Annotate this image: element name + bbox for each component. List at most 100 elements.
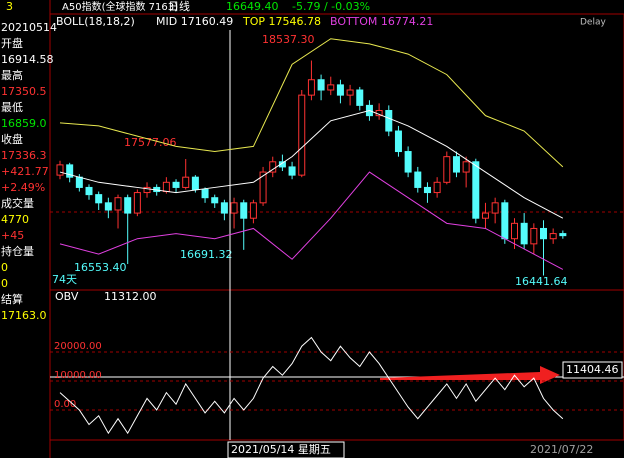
candle-body	[66, 164, 74, 178]
candle-body	[414, 171, 422, 188]
candle-body	[385, 110, 393, 132]
candle-body	[288, 166, 296, 176]
arrow	[380, 366, 560, 384]
candle-body	[404, 151, 412, 173]
low-label: 16691.32	[180, 248, 233, 261]
candle-body	[472, 161, 480, 219]
sidebar-item: 16914.58	[1, 53, 54, 66]
sidebar-item: 收盘	[1, 132, 23, 146]
sidebar-item: 0	[1, 261, 8, 274]
indicator-bottom: BOTTOM 16774.21	[330, 15, 433, 28]
candle-body	[124, 197, 132, 214]
indicator-top: TOP 17546.78	[242, 15, 321, 28]
y-tick-label: 20000.00	[54, 341, 102, 352]
candle-body	[433, 181, 441, 194]
toolbar-symbol[interactable]: A50指数(全球指数 7163)	[62, 0, 178, 13]
candle-body	[133, 192, 141, 214]
toolbar-index[interactable]: 3	[6, 0, 13, 13]
candle-body	[540, 227, 547, 240]
y-tick-label: 10000.00	[54, 370, 102, 381]
sidebar-item: +2.49%	[1, 181, 45, 194]
marker-box	[562, 361, 623, 379]
sidebar-item: 16859.0	[1, 117, 47, 130]
candle-body	[259, 171, 267, 204]
candle-body	[481, 212, 489, 219]
delay-label: Delay	[580, 18, 606, 28]
candle-body	[220, 202, 228, 214]
candle-body	[452, 156, 460, 173]
sidebar-item: 17350.5	[1, 85, 47, 98]
candle-body	[56, 164, 64, 176]
obv-marker: 11404.46	[566, 363, 619, 376]
candle-body	[559, 233, 567, 237]
candle-body	[298, 94, 306, 176]
sidebar-item: 4770	[1, 213, 29, 226]
candle-body	[317, 79, 325, 91]
candle-body	[501, 202, 509, 240]
low-label: 16441.64	[515, 275, 568, 288]
end-date: 2021/07/22	[530, 443, 593, 456]
sidebar-item: 结算	[1, 292, 23, 306]
candle-body	[394, 130, 402, 153]
toolbar-change: -5.79 / -0.03%	[292, 0, 370, 13]
low-label: 16553.40	[74, 261, 127, 274]
high-label: 18537.30	[262, 33, 315, 46]
candle-body	[530, 227, 538, 245]
candle-body	[114, 197, 122, 211]
y-tick-label: 0.00	[54, 399, 76, 410]
sidebar-item: 最低	[1, 101, 23, 114]
local-high-label: 17577.06	[124, 136, 177, 149]
candle-body	[336, 84, 344, 96]
candle-body	[191, 176, 199, 190]
candle-body	[143, 186, 151, 194]
indicator-mid: MID 17160.49	[156, 15, 233, 28]
sidebar-item: 最高	[1, 68, 23, 82]
sidebar-item: 开盘	[1, 36, 23, 50]
sidebar-item: 成交量	[1, 196, 34, 210]
toolbar-period[interactable]: 日线	[168, 0, 190, 13]
candle-body	[423, 186, 431, 194]
candle-body	[104, 202, 112, 211]
indicator-name[interactable]: BOLL(18,18,2)	[56, 15, 135, 28]
candle-body	[327, 84, 335, 91]
cursor-date: 2021/05/14 星期五	[231, 443, 331, 456]
sidebar-item: 17163.0	[1, 309, 47, 322]
candle-body	[95, 194, 103, 204]
days-label: 74天	[52, 273, 77, 286]
sidebar-item: 17336.3	[1, 149, 47, 162]
candle-body	[182, 176, 190, 188]
candle-body	[462, 161, 470, 173]
boll-line	[59, 171, 564, 270]
sidebar-item: +421.77	[1, 165, 49, 178]
sidebar-item: +45	[1, 229, 24, 242]
boll-line	[59, 109, 564, 219]
candle-body	[307, 79, 315, 96]
candle-body	[549, 233, 557, 240]
candle-body	[75, 176, 83, 188]
sidebar-item: 0	[1, 277, 8, 290]
obv-name: OBV	[55, 290, 79, 303]
sidebar-item: 持仓量	[1, 244, 34, 258]
candle-body	[172, 181, 180, 188]
candle-body	[249, 202, 257, 219]
boll-line	[59, 38, 564, 168]
obv-value: 11312.00	[104, 290, 157, 303]
candle-body	[201, 188, 209, 199]
candle-body	[491, 202, 499, 214]
toolbar-price: 16649.40	[226, 0, 279, 13]
candle-body	[240, 202, 248, 219]
candle-body	[162, 181, 170, 193]
candle-body	[520, 222, 528, 245]
sidebar-item: 20210514	[1, 21, 57, 34]
candle-body	[211, 197, 219, 204]
candle-body	[356, 89, 364, 106]
candle-body	[278, 161, 286, 168]
candle-body	[85, 186, 93, 196]
date-box	[227, 441, 345, 458]
candle-body	[443, 156, 451, 183]
obv-line	[59, 336, 564, 435]
candle-body	[230, 202, 238, 214]
candle-body	[510, 222, 518, 240]
candle-body	[346, 89, 354, 96]
